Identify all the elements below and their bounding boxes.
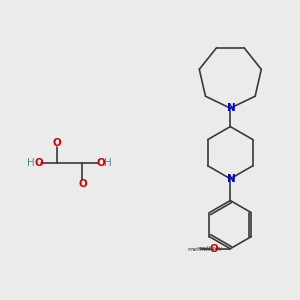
Text: O: O (209, 244, 218, 254)
Text: H: H (27, 158, 35, 168)
Text: N: N (226, 174, 235, 184)
Text: methoxy: methoxy (187, 247, 215, 252)
Text: O: O (34, 158, 43, 168)
Text: O: O (96, 158, 105, 168)
Text: N: N (226, 103, 235, 112)
Text: methoxy: methoxy (199, 246, 223, 251)
Text: H: H (104, 158, 112, 168)
Text: O: O (52, 138, 62, 148)
Text: O: O (78, 179, 87, 189)
